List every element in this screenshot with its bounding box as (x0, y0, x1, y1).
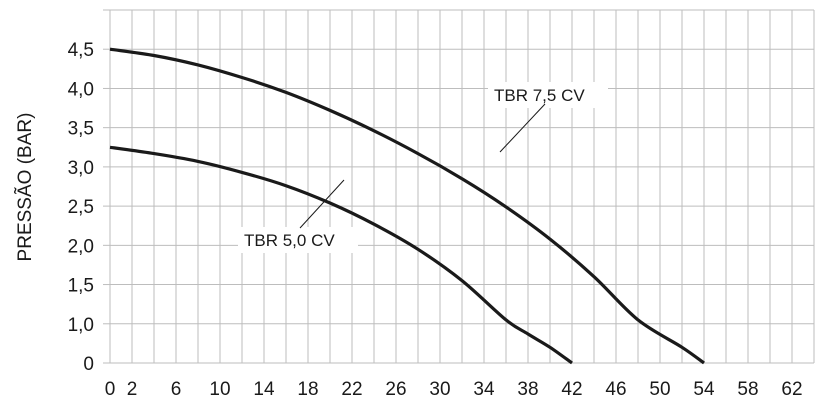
x-tick-label: 38 (517, 379, 538, 400)
x-tick-label: 42 (561, 379, 582, 400)
y-tick-label: 2,0 (68, 236, 94, 257)
x-tick-label: 54 (693, 379, 715, 400)
leader-line (499, 103, 546, 153)
series-label-tbr-5-0-cv: TBR 5,0 CV (244, 231, 335, 250)
y-tick-label: 0 (83, 354, 94, 375)
x-tick-label: 0 (105, 379, 116, 400)
x-tick-label: 30 (429, 379, 450, 400)
x-tick-label: 18 (297, 379, 318, 400)
x-tick-label: 22 (341, 379, 362, 400)
x-tick-label: 62 (781, 379, 802, 400)
x-tick-label: 26 (385, 379, 406, 400)
x-tick-label: 14 (253, 379, 275, 400)
series-line-tbr-5-0-cv (109, 145, 573, 365)
x-tick-label: 46 (605, 379, 626, 400)
series-label-tbr-7-5-cv: TBR 7,5 CV (494, 86, 585, 105)
y-tick-label: 4,5 (68, 40, 94, 61)
label-background (488, 82, 608, 108)
grid (103, 9, 815, 364)
y-tick-label: 2,5 (68, 197, 94, 218)
x-tick-label: 10 (209, 379, 230, 400)
series-layer (109, 47, 705, 365)
y-tick-label: 1,0 (68, 315, 94, 336)
x-tick-label: 34 (473, 379, 495, 400)
y-axis-label: PRESSÃO (BAR) (14, 113, 36, 262)
series-labels: TBR 7,5 CV TBR 5,0 CV (238, 82, 608, 253)
x-tick-label: 58 (737, 379, 758, 400)
y-tick-label: 3,0 (68, 158, 94, 179)
y-tick-label: 4,0 (68, 79, 94, 100)
label-background (238, 227, 358, 253)
x-tick-label: 50 (649, 379, 670, 400)
y-tick-label: 3,5 (68, 119, 94, 140)
y-tick-label: 1,5 (68, 276, 94, 297)
tick-labels: 01,01,52,02,53,03,54,04,50 2 6 10 14 18 22 26 30… (68, 40, 803, 400)
x-tick-label: 6 (171, 379, 182, 400)
leader-line (299, 179, 345, 229)
series-line-tbr-7-5-cv (109, 47, 705, 365)
x-tick-label: 2 (127, 379, 138, 400)
